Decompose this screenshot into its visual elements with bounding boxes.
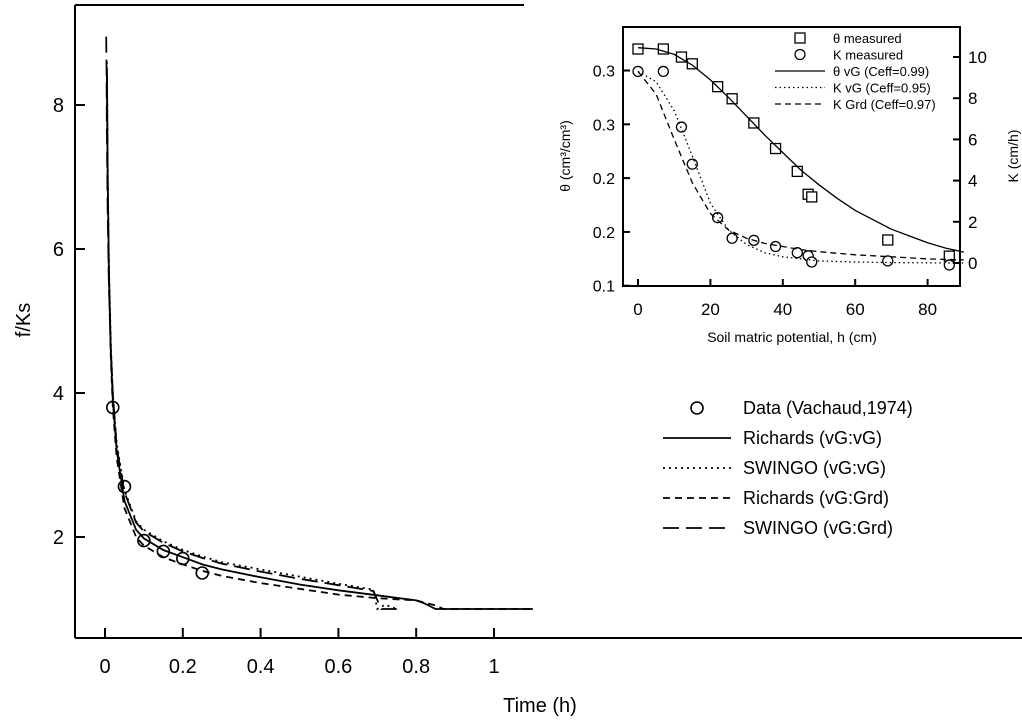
inset-y-tick-label: 0.1 bbox=[593, 279, 615, 296]
inset-k-point bbox=[806, 256, 818, 268]
inset-k-point bbox=[791, 247, 803, 259]
inset-y2-tick-label: 8 bbox=[968, 89, 977, 108]
main-x-ticks: 0 0.2 0.4 0.6 0.8 1 bbox=[99, 628, 500, 678]
main-y-ticks: 2 4 6 8 bbox=[53, 95, 85, 549]
inset-x-tick-label: 20 bbox=[701, 300, 720, 319]
inset-x-tick-label: 80 bbox=[918, 300, 937, 319]
inset-y-tick-label: 0.3 bbox=[593, 117, 615, 134]
inset-series-line bbox=[637, 47, 964, 253]
inset-y2-tick-label: 2 bbox=[968, 213, 977, 232]
inset-theta-point bbox=[806, 191, 818, 203]
main-y-axis-label: f/Ks bbox=[13, 303, 35, 337]
inset-theta-point bbox=[686, 58, 698, 70]
inset-k-point bbox=[943, 259, 955, 271]
inset-series-group bbox=[632, 43, 964, 271]
main-series-line bbox=[106, 61, 398, 611]
inset-y2-axis-label: K (cm/h) bbox=[1005, 130, 1021, 183]
main-x-tick-label: 0.8 bbox=[402, 656, 430, 678]
main-x-axis-label: Time (h) bbox=[503, 695, 577, 717]
inset-x-tick-label: 60 bbox=[846, 300, 865, 319]
inset-y-tick-label: 0.3 bbox=[593, 64, 615, 81]
inset-k-point bbox=[711, 212, 724, 224]
inset-frame bbox=[622, 26, 961, 287]
inset-theta-point bbox=[632, 43, 644, 55]
main-x-tick-label: 0.6 bbox=[324, 656, 352, 678]
inset-k-point bbox=[686, 158, 698, 170]
main-legend-label: Richards (vG:Grd) bbox=[743, 488, 889, 508]
main-series-line bbox=[106, 68, 533, 610]
inset-legend-marker bbox=[794, 48, 806, 61]
main-y-tick-label: 8 bbox=[53, 95, 64, 117]
inset-theta-point bbox=[882, 234, 894, 246]
inset-legend-label: θ vG (Ceff=0.99) bbox=[833, 64, 929, 79]
main-series-line bbox=[106, 76, 533, 610]
main-legend-marker bbox=[690, 401, 704, 415]
main-series-group bbox=[105, 36, 533, 611]
inset-y-tick-label: 0.2 bbox=[593, 225, 615, 242]
inset-x-ticks: 0 20 40 60 80 bbox=[633, 279, 937, 319]
main-x-tick-label: 1 bbox=[488, 656, 499, 678]
inset-theta-point bbox=[726, 93, 738, 105]
inset-y2-tick-label: 4 bbox=[968, 172, 977, 191]
inset-series-line bbox=[637, 70, 964, 264]
main-series-line bbox=[105, 36, 397, 610]
inset-k-point bbox=[726, 232, 738, 244]
inset-y2-tick-label: 10 bbox=[968, 48, 987, 67]
main-y-tick-label: 4 bbox=[53, 383, 64, 405]
main-legend: Data (Vachaud,1974) Richards (vG:vG) SWING… bbox=[663, 398, 913, 538]
main-x-tick-label: 0.4 bbox=[247, 656, 275, 678]
inset-legend-label: K measured bbox=[833, 48, 903, 63]
inset-series-line bbox=[637, 70, 964, 261]
inset-theta-point bbox=[791, 165, 803, 178]
inset-k-point bbox=[882, 255, 894, 267]
inset-k-point bbox=[657, 65, 669, 78]
inset-y-axis-label: θ (cm³/cm³) bbox=[557, 120, 573, 192]
main-legend-label: SWINGO (vG:Grd) bbox=[743, 518, 893, 538]
main-legend-label: Richards (vG:vG) bbox=[743, 428, 882, 448]
inset-y-ticks: 0.1 0.2 0.2 0.3 0.3 bbox=[593, 64, 630, 296]
main-legend-label: SWINGO (vG:vG) bbox=[743, 458, 886, 478]
inset-y2-tick-label: 0 bbox=[968, 254, 977, 273]
inset-x-tick-label: 40 bbox=[773, 300, 792, 319]
main-y-tick-label: 6 bbox=[53, 239, 64, 261]
main-x-tick-label: 0 bbox=[99, 656, 110, 678]
inset-x-axis-label: Soil matric potential, h (cm) bbox=[707, 329, 877, 345]
inset-y-tick-label: 0.2 bbox=[593, 171, 615, 188]
inset-theta-point bbox=[675, 51, 688, 63]
main-axes-frame bbox=[74, 4, 1022, 639]
inset-background bbox=[524, 0, 1022, 345]
inset-legend-label: K Grd (Ceff=0.97) bbox=[833, 97, 936, 112]
main-y-tick-label: 2 bbox=[53, 527, 64, 549]
inset-legend-label: K vG (Ceff=0.95) bbox=[833, 81, 931, 96]
inset-legend-marker bbox=[794, 32, 806, 44]
main-legend-label: Data (Vachaud,1974) bbox=[743, 398, 913, 418]
inset-k-point bbox=[769, 240, 782, 253]
inset-y2-tick-label: 6 bbox=[968, 130, 977, 149]
inset-legend-label: θ measured bbox=[833, 31, 902, 46]
inset-y2-ticks: 0 2 4 6 8 10 bbox=[953, 48, 987, 273]
inset-x-tick-label: 0 bbox=[633, 300, 642, 319]
main-x-tick-label: 0.2 bbox=[169, 656, 197, 678]
inset-theta-point bbox=[769, 142, 782, 155]
